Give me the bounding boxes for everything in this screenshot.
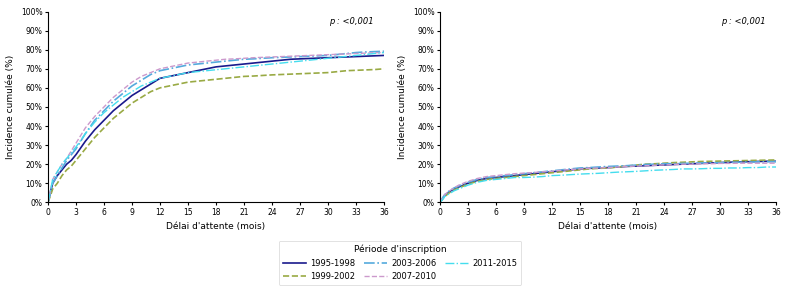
Text: p : <0,001: p : <0,001 (722, 17, 766, 26)
Legend: 1995-1998, 1999-2002, 2003-2006, 2007-2010, 2011-2015: 1995-1998, 1999-2002, 2003-2006, 2007-20… (278, 241, 522, 285)
X-axis label: Délai d'attente (mois): Délai d'attente (mois) (558, 223, 658, 231)
Y-axis label: Incidence cumulée (%): Incidence cumulée (%) (398, 55, 407, 159)
Y-axis label: Incidence cumulée (%): Incidence cumulée (%) (6, 55, 15, 159)
X-axis label: Délai d'attente (mois): Délai d'attente (mois) (166, 223, 266, 231)
Text: p : <0,001: p : <0,001 (330, 17, 374, 26)
